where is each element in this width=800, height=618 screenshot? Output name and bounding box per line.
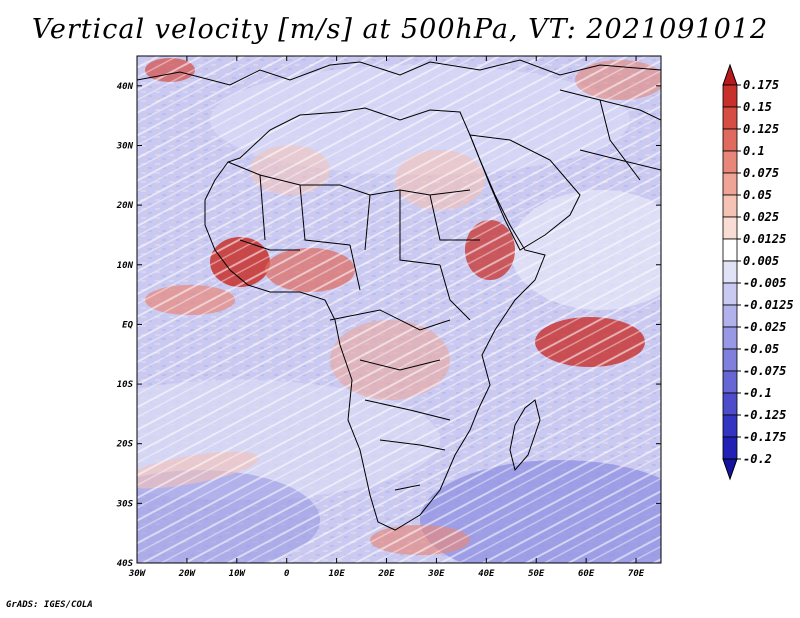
colorbar-segment bbox=[722, 150, 738, 174]
colorbar-label: 0.1 bbox=[743, 144, 765, 158]
colorbar-segment bbox=[722, 106, 738, 130]
y-tick-label: 10S bbox=[117, 380, 134, 390]
colorbar-label: -0.05 bbox=[743, 342, 779, 356]
y-tick-label: 20S bbox=[116, 440, 134, 450]
colorbar-segment bbox=[722, 436, 738, 460]
coastlines-and-borders bbox=[137, 59, 661, 531]
iran-region bbox=[559, 89, 661, 181]
colorbar-segment bbox=[722, 414, 738, 438]
colorbar-segment bbox=[722, 128, 738, 152]
map-title: Vertical velocity [m/s] at 500hPa, VT: 2… bbox=[31, 14, 769, 45]
colorbar-segment bbox=[722, 392, 738, 416]
arabian-peninsula-outline bbox=[469, 134, 581, 251]
colorbar-segment bbox=[722, 260, 738, 284]
axis-ticks bbox=[136, 56, 661, 564]
y-tick-label: 30N bbox=[116, 141, 134, 151]
x-tick-label: 20E bbox=[377, 569, 395, 579]
x-tick-label: 0 bbox=[284, 569, 290, 579]
x-tick-label: 50E bbox=[528, 569, 545, 579]
colorbar-label: 0.05 bbox=[743, 188, 772, 202]
colorbar-label: -0.175 bbox=[743, 430, 786, 444]
y-tick-label: 10N bbox=[117, 261, 134, 271]
colorbar-labels: 0.175 0.15 0.125 0.1 0.075 0.05 0.025 0.0125 0.0… bbox=[743, 78, 794, 466]
colorbar-top-arrow bbox=[722, 63, 738, 86]
colorbar-segment bbox=[722, 84, 738, 108]
colorbar-segment bbox=[722, 282, 738, 306]
europe-coastline bbox=[137, 59, 661, 86]
colorbar-label: 0.175 bbox=[743, 78, 779, 92]
y-tick-label: 40S bbox=[117, 559, 134, 569]
x-axis-labels: 30W 20W 10W 0 10E 20E 30E 40E 50E 60E 70E bbox=[128, 569, 645, 579]
grads-credit: GrADS: IGES/COLA bbox=[6, 600, 93, 610]
colorbar-label: -0.0125 bbox=[743, 298, 794, 312]
x-tick-label: 10E bbox=[328, 569, 345, 579]
colorbar-label: 0.15 bbox=[743, 100, 772, 114]
colorbar-label: 0.005 bbox=[743, 254, 779, 268]
colorbar-segment bbox=[722, 238, 738, 262]
y-axis-labels: 40N 30N 20N 10N EQ 10S 20S 30S 40S bbox=[116, 82, 134, 569]
colorbar bbox=[722, 63, 741, 481]
colorbar-segment bbox=[722, 194, 738, 218]
colorbar-segment bbox=[722, 172, 738, 196]
colorbar-segment bbox=[722, 348, 738, 372]
colorbar-segment bbox=[722, 370, 738, 394]
x-tick-label: 30E bbox=[427, 569, 445, 579]
colorbar-label: 0.125 bbox=[743, 122, 779, 136]
colorbar-label: 0.025 bbox=[743, 210, 779, 224]
colorbar-label: -0.025 bbox=[743, 320, 786, 334]
x-tick-label: 70E bbox=[628, 569, 645, 579]
colorbar-label: -0.125 bbox=[743, 408, 786, 422]
x-tick-label: 30W bbox=[128, 569, 147, 579]
colorbar-label: 0.0125 bbox=[743, 232, 786, 246]
colorbar-label: -0.2 bbox=[743, 452, 772, 466]
x-tick-label: 60E bbox=[578, 569, 595, 579]
x-tick-label: 20W bbox=[178, 569, 197, 579]
colorbar-label: -0.075 bbox=[743, 364, 786, 378]
x-tick-label: 10W bbox=[229, 569, 247, 579]
colorbar-label: -0.005 bbox=[743, 276, 786, 290]
colorbar-segment bbox=[722, 326, 738, 350]
x-tick-label: 40E bbox=[478, 569, 495, 579]
y-tick-label: 40N bbox=[117, 82, 134, 92]
interior-borders bbox=[227, 161, 480, 491]
colorbar-segment bbox=[722, 304, 738, 328]
plot-frame bbox=[136, 55, 662, 564]
colorbar-label: -0.1 bbox=[743, 386, 772, 400]
y-tick-label: 20N bbox=[116, 201, 134, 211]
madagascar-outline bbox=[509, 399, 541, 472]
colorbar-bottom-arrow bbox=[722, 458, 738, 481]
colorbar-segment bbox=[722, 216, 738, 240]
y-tick-label: EQ bbox=[122, 320, 133, 330]
colorbar-label: 0.075 bbox=[743, 166, 779, 180]
africa-coastline bbox=[204, 107, 546, 531]
vertical-velocity-field bbox=[137, 56, 661, 563]
y-tick-label: 30S bbox=[116, 499, 134, 509]
